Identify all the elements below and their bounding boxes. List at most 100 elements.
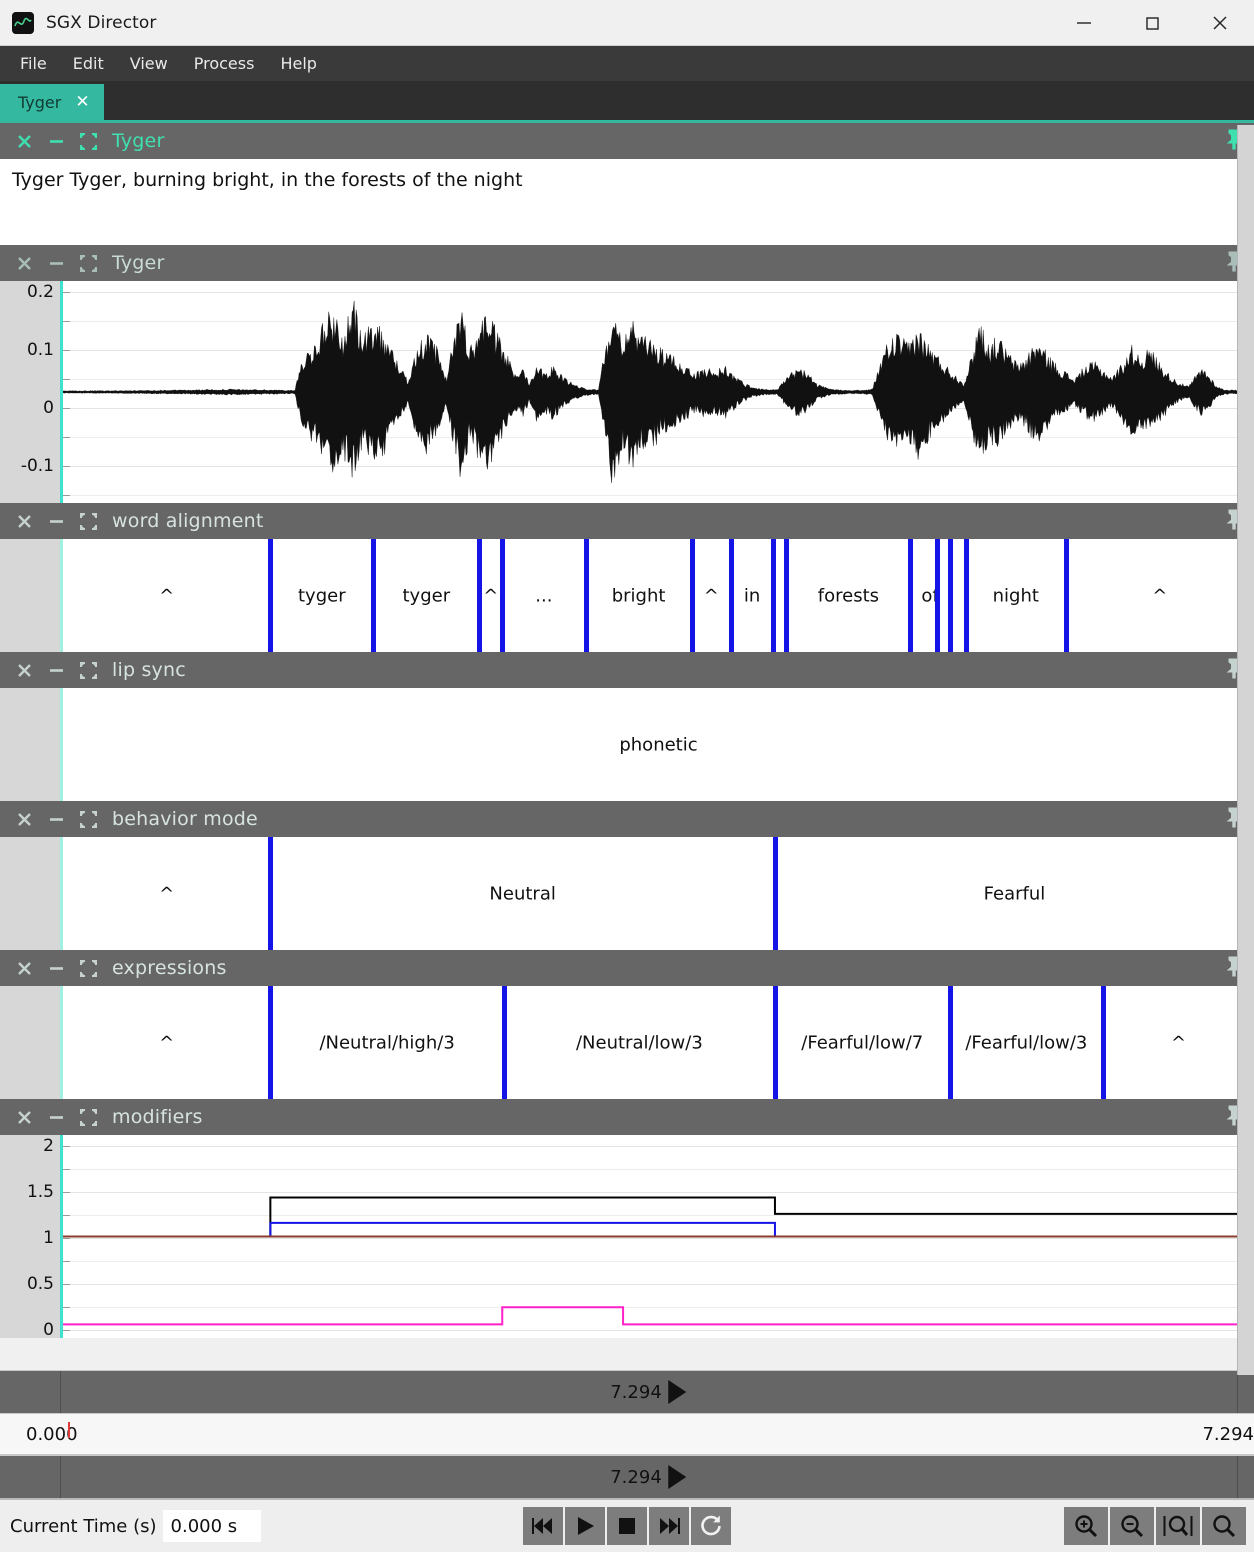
scrollbar-endcap[interactable] [1237, 1456, 1254, 1498]
tier-segment-label[interactable]: tyger [402, 585, 451, 606]
segment-boundary[interactable] [771, 539, 777, 652]
loop-button[interactable] [691, 1507, 731, 1545]
tier-segment-label[interactable]: /Fearful/low/7 [801, 1032, 924, 1053]
panel-minimize-icon[interactable] [40, 655, 72, 685]
segment-boundary[interactable] [268, 986, 274, 1099]
tier-segment-label[interactable]: Fearful [983, 883, 1046, 904]
tier-segment-label[interactable]: bright [611, 585, 666, 606]
panel-minimize-icon[interactable] [40, 953, 72, 983]
segment-boundary[interactable] [908, 539, 914, 652]
panel-expand-icon[interactable] [72, 1102, 104, 1132]
panel-expand-icon[interactable] [72, 953, 104, 983]
tier-segment-label[interactable]: ^ [159, 585, 175, 606]
tier-segment-label[interactable]: ^ [159, 1032, 175, 1053]
tier-segment-label[interactable]: phonetic [619, 734, 698, 755]
modifiers-plot[interactable]: 2 1.5 1 0.5 0 [0, 1135, 1254, 1338]
tier-track[interactable]: phonetic [60, 688, 1254, 801]
panel-header-behavior-mode[interactable]: behavior mode [0, 801, 1254, 837]
panel-minimize-icon[interactable] [40, 804, 72, 834]
panel-close-icon[interactable] [8, 804, 40, 834]
tier-segment-label[interactable]: night [992, 585, 1039, 606]
zoom-selection-button[interactable] [1156, 1507, 1200, 1545]
tier-segment-label[interactable]: ^ [1152, 585, 1168, 606]
behavior-mode-tier[interactable]: ^ Neutral Fearful [0, 837, 1254, 950]
waveform-plot[interactable]: 0.2 0.1 0 -0.1 [0, 281, 1254, 503]
tier-segment-label[interactable]: tyger [297, 585, 346, 606]
panel-close-icon[interactable] [8, 1102, 40, 1132]
transcript-text[interactable]: Tyger Tyger, burning bright, in the fore… [0, 159, 1254, 245]
panel-minimize-icon[interactable] [40, 506, 72, 536]
panel-expand-icon[interactable] [72, 655, 104, 685]
tier-segment-label[interactable]: /Neutral/low/3 [575, 1032, 703, 1053]
tier-segment-label[interactable]: ^ [483, 585, 499, 606]
segment-boundary[interactable] [772, 837, 778, 950]
timeline-scrollbar-bottom[interactable]: 7.294 [0, 1455, 1254, 1498]
segment-boundary[interactable] [963, 539, 969, 652]
tier-segment-label[interactable]: Neutral [489, 883, 556, 904]
panel-minimize-icon[interactable] [40, 1102, 72, 1132]
panel-expand-icon[interactable] [72, 804, 104, 834]
time-ruler[interactable]: 0.000 7.294 [0, 1414, 1254, 1455]
segment-boundary[interactable] [1101, 986, 1107, 1099]
tab-close-icon[interactable]: ✕ [75, 91, 90, 112]
minimize-button[interactable] [1050, 0, 1118, 45]
panel-expand-icon[interactable] [72, 126, 104, 156]
maximize-button[interactable] [1118, 0, 1186, 45]
menu-item-process[interactable]: Process [193, 54, 255, 73]
close-button[interactable] [1186, 0, 1254, 45]
modifiers-canvas[interactable] [60, 1135, 1254, 1338]
panel-header-modifiers[interactable]: modifiers [0, 1099, 1254, 1135]
segment-boundary[interactable] [689, 539, 695, 652]
waveform-canvas[interactable] [60, 281, 1254, 503]
panel-close-icon[interactable] [8, 953, 40, 983]
tier-segment-label[interactable]: /Neutral/high/3 [319, 1032, 455, 1053]
timeline-scrollbar-top[interactable]: 7.294 [0, 1370, 1254, 1414]
current-time-input[interactable]: 0.000 s [162, 1510, 261, 1542]
segment-boundary[interactable] [583, 539, 589, 652]
tier-segment-label[interactable]: in [743, 585, 761, 606]
panel-minimize-icon[interactable] [40, 126, 72, 156]
segment-boundary[interactable] [268, 837, 274, 950]
tier-segment-label[interactable]: ... [535, 585, 553, 606]
zoom-out-button[interactable] [1110, 1507, 1154, 1545]
panel-close-icon[interactable] [8, 655, 40, 685]
scrollbar-track[interactable]: 7.294 [61, 1371, 1237, 1413]
menu-item-help[interactable]: Help [280, 54, 317, 73]
scrollbar-endcap[interactable] [1237, 1371, 1254, 1413]
panel-header-text[interactable]: Tyger [0, 123, 1254, 159]
play-button[interactable] [565, 1507, 605, 1545]
tier-segment-label[interactable]: /Fearful/low/3 [965, 1032, 1088, 1053]
panel-header-word-alignment[interactable]: word alignment [0, 503, 1254, 539]
tier-segment-label[interactable]: forests [817, 585, 880, 606]
tier-track[interactable]: ^ tyger tyger ^... bright ^ in forests of night ^ [60, 539, 1254, 652]
lip-sync-tier[interactable]: phonetic [0, 688, 1254, 801]
menu-item-view[interactable]: View [129, 54, 168, 73]
skip-back-button[interactable] [523, 1507, 563, 1545]
segment-boundary[interactable] [947, 986, 953, 1099]
panel-minimize-icon[interactable] [40, 248, 72, 278]
stop-button[interactable] [607, 1507, 647, 1545]
panel-close-icon[interactable] [8, 248, 40, 278]
segment-boundary[interactable] [500, 539, 506, 652]
tab-tyger[interactable]: Tyger ✕ [0, 84, 104, 120]
tier-segment-label[interactable]: of [921, 585, 939, 606]
segment-boundary[interactable] [947, 539, 953, 652]
zoom-fit-button[interactable] [1202, 1507, 1246, 1545]
segment-boundary[interactable] [1063, 539, 1069, 652]
menu-item-file[interactable]: File [20, 54, 47, 73]
menu-item-edit[interactable]: Edit [72, 54, 104, 73]
panel-header-expressions[interactable]: expressions [0, 950, 1254, 986]
panel-expand-icon[interactable] [72, 506, 104, 536]
expressions-tier[interactable]: ^ /Neutral/high/3/Neutral/low/3/Fearful/l… [0, 986, 1254, 1099]
panel-header-lip-sync[interactable]: lip sync [0, 652, 1254, 688]
segment-boundary[interactable] [728, 539, 734, 652]
tier-track[interactable]: ^ Neutral Fearful [60, 837, 1254, 950]
segment-boundary[interactable] [934, 539, 940, 652]
segment-boundary[interactable] [268, 539, 274, 652]
panel-close-icon[interactable] [8, 506, 40, 536]
word-alignment-tier[interactable]: ^ tyger tyger ^... bright ^ in forests of night ^ [0, 539, 1254, 652]
tier-segment-label[interactable]: ^ [159, 883, 175, 904]
vertical-scrollbar[interactable] [1237, 125, 1254, 1375]
scrollbar-track[interactable]: 7.294 [61, 1456, 1237, 1498]
panel-header-waveform[interactable]: Tyger [0, 245, 1254, 281]
